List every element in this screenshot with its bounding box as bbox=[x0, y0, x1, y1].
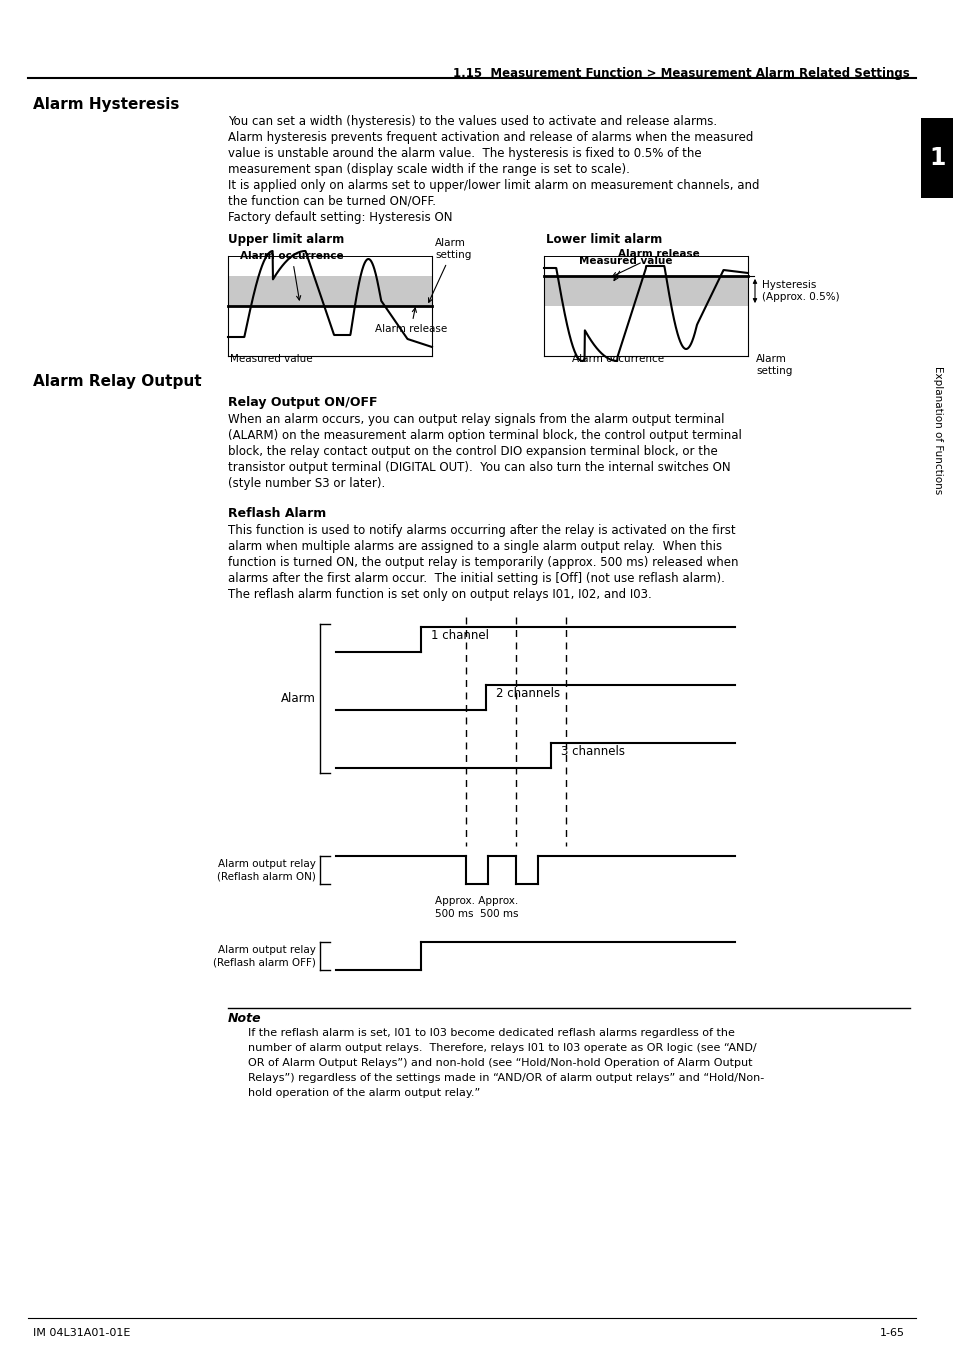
Text: alarms after the first alarm occur.  The initial setting is [Off] (not use refla: alarms after the first alarm occur. The … bbox=[228, 571, 724, 585]
Text: Lower limit alarm: Lower limit alarm bbox=[545, 232, 661, 246]
Text: Reflash Alarm: Reflash Alarm bbox=[228, 507, 326, 520]
Text: When an alarm occurs, you can output relay signals from the alarm output termina: When an alarm occurs, you can output rel… bbox=[228, 413, 723, 426]
Text: Alarm hysteresis prevents frequent activation and release of alarms when the mea: Alarm hysteresis prevents frequent activ… bbox=[228, 131, 753, 145]
Text: block, the relay contact output on the control DIO expansion terminal block, or : block, the relay contact output on the c… bbox=[228, 444, 717, 458]
Text: Alarm occurrence: Alarm occurrence bbox=[572, 354, 663, 363]
Text: Hysteresis
(Approx. 0.5%): Hysteresis (Approx. 0.5%) bbox=[761, 280, 839, 303]
Text: Measured value: Measured value bbox=[230, 354, 313, 363]
Text: Alarm occurrence: Alarm occurrence bbox=[240, 251, 343, 300]
Text: 2 channels: 2 channels bbox=[496, 688, 559, 700]
Text: 1 channel: 1 channel bbox=[431, 630, 489, 642]
Text: Alarm release: Alarm release bbox=[612, 249, 700, 277]
Text: Upper limit alarm: Upper limit alarm bbox=[228, 232, 344, 246]
Text: transistor output terminal (DIGITAL OUT).  You can also turn the internal switch: transistor output terminal (DIGITAL OUT)… bbox=[228, 461, 730, 474]
Text: number of alarm output relays.  Therefore, relays I01 to I03 operate as OR logic: number of alarm output relays. Therefore… bbox=[248, 1043, 756, 1052]
Text: Alarm
setting: Alarm setting bbox=[428, 238, 471, 303]
Text: Alarm
setting: Alarm setting bbox=[755, 354, 792, 377]
Text: Alarm Hysteresis: Alarm Hysteresis bbox=[33, 97, 179, 112]
Text: 1: 1 bbox=[928, 146, 944, 170]
Text: Note: Note bbox=[228, 1012, 261, 1025]
Text: The reflash alarm function is set only on output relays I01, I02, and I03.: The reflash alarm function is set only o… bbox=[228, 588, 651, 601]
Text: Explanation of Functions: Explanation of Functions bbox=[933, 366, 943, 494]
Text: function is turned ON, the output relay is temporarily (approx. 500 ms) released: function is turned ON, the output relay … bbox=[228, 557, 738, 569]
Text: Alarm: Alarm bbox=[281, 692, 315, 705]
Bar bbox=[543, 276, 747, 305]
Text: OR of Alarm Output Relays”) and non-hold (see “Hold/Non-hold Operation of Alarm : OR of Alarm Output Relays”) and non-hold… bbox=[248, 1058, 752, 1069]
Text: 500 ms  500 ms: 500 ms 500 ms bbox=[435, 909, 518, 919]
Text: Factory default setting: Hysteresis ON: Factory default setting: Hysteresis ON bbox=[228, 211, 452, 224]
Text: 3 channels: 3 channels bbox=[560, 744, 624, 758]
Text: (ALARM) on the measurement alarm option terminal block, the control output termi: (ALARM) on the measurement alarm option … bbox=[228, 430, 741, 442]
Bar bbox=[920, 118, 953, 199]
Text: 1-65: 1-65 bbox=[879, 1328, 904, 1337]
Text: Measured value: Measured value bbox=[578, 255, 672, 281]
Text: Relay Output ON/OFF: Relay Output ON/OFF bbox=[228, 396, 377, 409]
Text: It is applied only on alarms set to upper/lower limit alarm on measurement chann: It is applied only on alarms set to uppe… bbox=[228, 178, 759, 192]
Text: value is unstable around the alarm value.  The hysteresis is fixed to 0.5% of th: value is unstable around the alarm value… bbox=[228, 147, 700, 159]
Text: You can set a width (hysteresis) to the values used to activate and release alar: You can set a width (hysteresis) to the … bbox=[228, 115, 717, 128]
Text: Alarm output relay
(Reflash alarm OFF): Alarm output relay (Reflash alarm OFF) bbox=[213, 944, 315, 967]
Text: measurement span (display scale width if the range is set to scale).: measurement span (display scale width if… bbox=[228, 163, 629, 176]
Text: IM 04L31A01-01E: IM 04L31A01-01E bbox=[33, 1328, 131, 1337]
Text: If the reflash alarm is set, I01 to I03 become dedicated reflash alarms regardle: If the reflash alarm is set, I01 to I03 … bbox=[248, 1028, 734, 1038]
Text: Alarm Relay Output: Alarm Relay Output bbox=[33, 374, 201, 389]
Text: hold operation of the alarm output relay.”: hold operation of the alarm output relay… bbox=[248, 1088, 479, 1098]
Bar bbox=[228, 276, 432, 305]
Text: Approx. Approx.: Approx. Approx. bbox=[435, 896, 518, 907]
Text: Alarm release: Alarm release bbox=[375, 308, 447, 334]
Text: (style number S3 or later).: (style number S3 or later). bbox=[228, 477, 385, 490]
Text: 1.15  Measurement Function > Measurement Alarm Related Settings: 1.15 Measurement Function > Measurement … bbox=[453, 68, 909, 80]
Text: Relays”) regardless of the settings made in “AND/OR of alarm output relays” and : Relays”) regardless of the settings made… bbox=[248, 1073, 763, 1084]
Text: the function can be turned ON/OFF.: the function can be turned ON/OFF. bbox=[228, 195, 436, 208]
Text: This function is used to notify alarms occurring after the relay is activated on: This function is used to notify alarms o… bbox=[228, 524, 735, 536]
Text: Alarm output relay
(Reflash alarm ON): Alarm output relay (Reflash alarm ON) bbox=[217, 859, 315, 881]
Text: alarm when multiple alarms are assigned to a single alarm output relay.  When th: alarm when multiple alarms are assigned … bbox=[228, 540, 721, 553]
